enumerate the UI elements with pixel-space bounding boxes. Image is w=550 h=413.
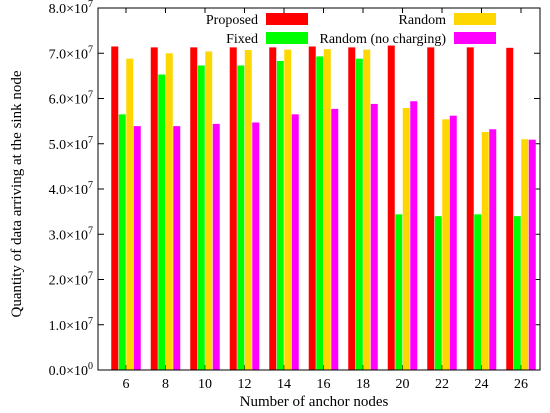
- bar: [276, 60, 284, 370]
- legend-label: Proposed: [206, 13, 258, 28]
- bar: [466, 47, 474, 371]
- bar: [528, 139, 536, 370]
- bar: [363, 49, 371, 370]
- bar: [331, 108, 339, 370]
- bar: [506, 47, 514, 370]
- bar: [513, 216, 521, 370]
- bar: [427, 47, 435, 371]
- bar: [212, 123, 220, 370]
- y-tick-label: 0.0×100: [49, 361, 93, 379]
- legend-label: Random: [399, 13, 447, 28]
- x-axis-title: Number of anchor nodes: [240, 394, 389, 410]
- bar: [165, 53, 173, 370]
- axis-ticks: 6 8 10 12 14 16 18 20 22 24 26 0.0×100 1.0×107 2.0×10…: [49, 0, 540, 392]
- legend-label: Random (no charging): [320, 32, 447, 47]
- bar: [370, 103, 378, 371]
- legend-label: Fixed: [226, 32, 258, 47]
- bar: [111, 46, 119, 371]
- y-tick-label: 8.0×107: [49, 0, 93, 17]
- bar: [474, 214, 482, 370]
- bar: [244, 50, 252, 370]
- bar: [284, 49, 292, 370]
- x-tick-label: 22: [435, 377, 449, 392]
- x-tick-label: 16: [317, 377, 331, 392]
- y-tick-label: 3.0×107: [49, 225, 93, 243]
- bar: [197, 65, 205, 370]
- bar: [133, 126, 141, 370]
- x-tick-label: 14: [277, 377, 291, 392]
- plot-border: [97, 7, 541, 371]
- bar: [442, 119, 450, 370]
- bar: [521, 139, 529, 370]
- x-tick-label: 8: [162, 377, 169, 392]
- plot-frame: [97, 7, 541, 371]
- bar: [434, 216, 442, 370]
- legend-swatch: [266, 32, 308, 44]
- x-tick-label: 12: [238, 377, 252, 392]
- y-tick-label: 7.0×107: [49, 44, 93, 62]
- y-tick-label: 2.0×107: [49, 271, 93, 289]
- y-tick-label: 6.0×107: [49, 90, 93, 108]
- bars: [111, 45, 536, 371]
- bar: [150, 47, 158, 371]
- x-tick-label: 18: [356, 377, 370, 392]
- bar: [387, 45, 395, 371]
- x-tick-label: 24: [475, 377, 489, 392]
- y-tick-label: 5.0×107: [49, 135, 93, 153]
- bar: [316, 56, 324, 371]
- bar: [291, 114, 299, 370]
- legend-swatch: [454, 32, 496, 44]
- bar: [489, 129, 497, 370]
- bar: [449, 115, 457, 370]
- bar: [158, 74, 166, 371]
- legend-swatch: [266, 13, 308, 25]
- bar: [173, 126, 181, 370]
- x-tick-label: 26: [514, 377, 528, 392]
- bar: [205, 51, 213, 370]
- legend: Proposed Fixed Random Random (no charging): [206, 13, 496, 47]
- bar: [190, 47, 198, 371]
- x-tick-label: 20: [396, 377, 410, 392]
- bar: [308, 46, 316, 371]
- y-tick-label: 4.0×107: [49, 180, 93, 198]
- x-tick-label: 10: [198, 377, 212, 392]
- y-tick-label: 1.0×107: [49, 316, 93, 334]
- bar: [126, 58, 134, 371]
- bar: [481, 131, 489, 370]
- bar: [323, 49, 331, 371]
- bar: [402, 108, 410, 370]
- bar: [237, 65, 245, 370]
- bar: [229, 47, 237, 371]
- bar: [269, 47, 277, 371]
- bar: [355, 58, 363, 371]
- bar: [348, 47, 356, 371]
- y-axis-title: Quantity of data arriving at the sink no…: [9, 70, 25, 317]
- bar: [118, 114, 126, 370]
- bar: [252, 122, 260, 370]
- bar: [410, 101, 418, 371]
- x-tick-label: 6: [123, 377, 130, 392]
- legend-swatch: [454, 13, 496, 25]
- bar: [395, 214, 403, 370]
